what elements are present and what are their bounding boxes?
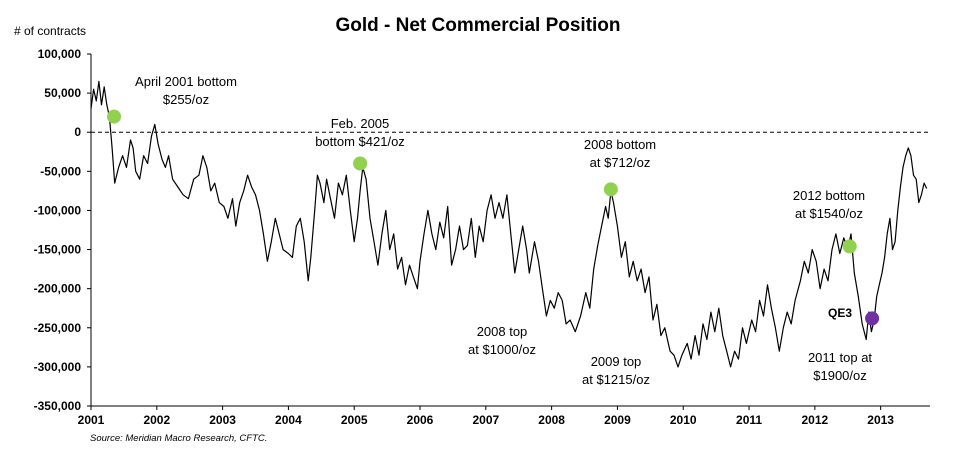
annotation-line: at $1000/oz <box>468 342 536 357</box>
y-tick-label: 0 <box>74 125 81 139</box>
annotation-label: 2009 top at $1215/oz <box>582 354 650 387</box>
annotation-line: Feb. 2005 <box>331 116 390 131</box>
markers <box>107 109 880 326</box>
annotation-line: at $1540/oz <box>795 206 863 221</box>
annotation-line: April 2001 bottom <box>135 74 237 89</box>
annotation-label: 2008 bottom at $712/oz <box>584 137 656 170</box>
x-tick-label: 2006 <box>407 413 434 427</box>
annotation-line: QE3 <box>828 306 852 320</box>
bottom-marker <box>603 182 618 197</box>
x-tick-label: 2012 <box>801 413 828 427</box>
y-tick-label: -50,000 <box>40 164 81 178</box>
x-tick-label: 2002 <box>143 413 170 427</box>
x-tick-label: 2001 <box>78 413 105 427</box>
y-tick-label: -150,000 <box>34 243 82 257</box>
annotation-line: $1900/oz <box>813 368 867 383</box>
y-tick-label: -350,000 <box>34 399 82 413</box>
y-tick-label: -200,000 <box>34 282 82 296</box>
annotation-label: April 2001 bottom $255/oz <box>135 74 237 107</box>
annotation-label: 2011 top at $1900/oz <box>808 350 872 383</box>
chart-title: Gold - Net Commercial Position <box>335 15 620 36</box>
x-tick-label: 2003 <box>209 413 236 427</box>
annotation-label: Feb. 2005 bottom $421/oz <box>315 116 405 149</box>
annotation-line: 2008 top <box>477 324 528 339</box>
y-tick-label: -100,000 <box>34 203 82 217</box>
y-tick-label: -250,000 <box>34 321 82 335</box>
x-tick-label: 2008 <box>538 413 565 427</box>
x-tick-label: 2009 <box>604 413 631 427</box>
source-note: Source: Meridian Macro Research, CFTC. <box>90 433 267 444</box>
annotation-label: 2012 bottom at $1540/oz <box>793 188 865 221</box>
x-tick-label: 2005 <box>341 413 368 427</box>
annotation-line: 2012 bottom <box>793 188 865 203</box>
annotation-label: 2008 top at $1000/oz <box>468 324 536 357</box>
annotation-line: bottom $421/oz <box>315 134 405 149</box>
y-ticks: 100,000 50,000 0 -50,000 -100,000 -150,000 -20… <box>34 47 91 413</box>
x-tick-label: 2011 <box>736 413 762 427</box>
annotation-label: QE3 <box>828 306 852 320</box>
bottom-marker <box>353 156 368 171</box>
x-tick-label: 2004 <box>275 413 302 427</box>
x-tick-label: 2013 <box>867 413 894 427</box>
annotation-line: 2008 bottom <box>584 137 656 152</box>
x-tick-label: 2010 <box>670 413 697 427</box>
bottom-marker <box>107 109 122 124</box>
y-tick-label: 100,000 <box>38 47 82 61</box>
axes <box>90 54 930 407</box>
y-tick-label: -300,000 <box>34 360 82 374</box>
qe3-marker <box>865 311 880 326</box>
net-commercial-position-line <box>90 80 928 368</box>
y-axis-label: # of contracts <box>14 24 86 38</box>
x-tick-label: 2007 <box>472 413 499 427</box>
annotation-line: at $712/oz <box>590 155 651 170</box>
annotation-line: 2009 top <box>591 354 642 369</box>
annotation-line: $255/oz <box>163 92 209 107</box>
annotations: April 2001 bottom $255/oz Feb. 2005 bottom … <box>135 74 872 387</box>
y-tick-label: 50,000 <box>44 86 81 100</box>
annotation-line: 2011 top at <box>808 350 872 365</box>
bottom-marker <box>842 239 857 254</box>
x-ticks: 2001 2002 2003 2004 2005 2006 2007 2008 2009 2010… <box>78 406 894 427</box>
annotation-line: at $1215/oz <box>582 372 650 387</box>
